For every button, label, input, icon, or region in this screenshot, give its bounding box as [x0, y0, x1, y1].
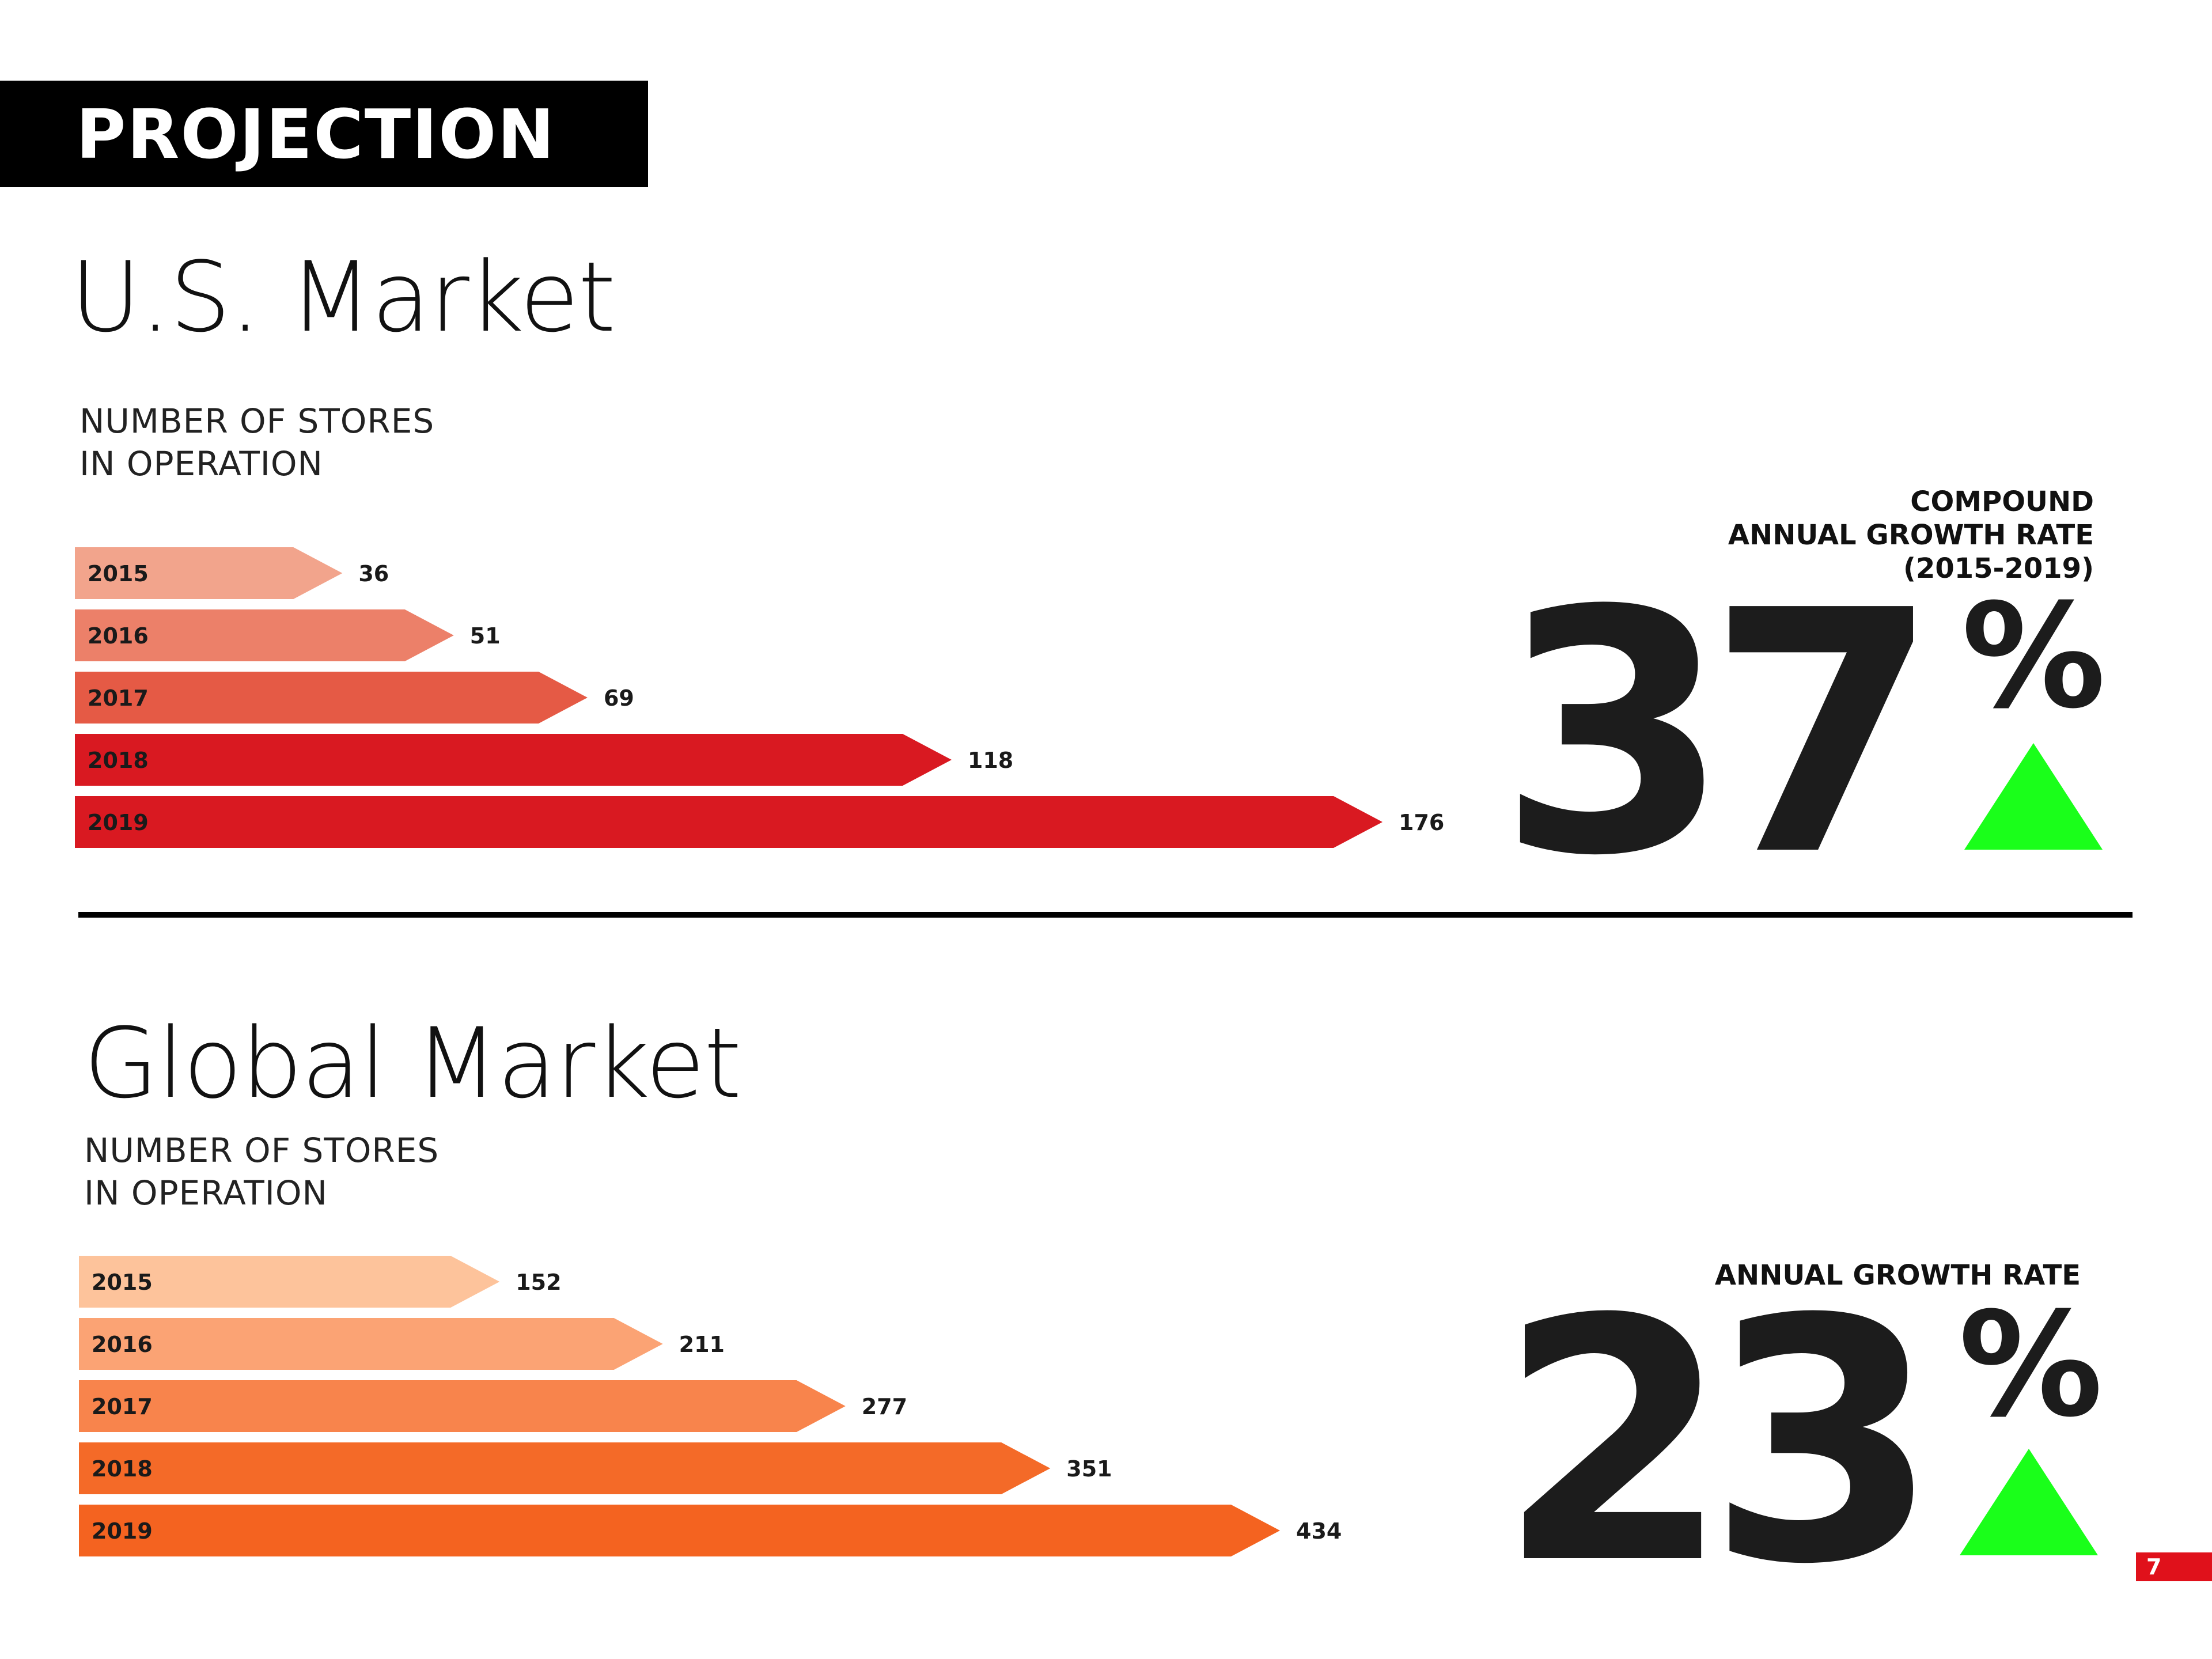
- global-growth-rate-value: 23: [1498, 1248, 1940, 1637]
- global-value-label-2019: 434: [1296, 1518, 1342, 1544]
- us-year-label-2017: 2017: [88, 685, 149, 711]
- global-value-label-2015: 152: [516, 1270, 561, 1295]
- us-year-label-2019: 2019: [88, 810, 149, 835]
- page-heading: PROJECTION: [76, 94, 556, 174]
- us-value-label-2017: 69: [604, 685, 634, 711]
- global-year-label-2015: 2015: [92, 1270, 153, 1295]
- us-growth-rate-value: 37: [1498, 540, 1940, 929]
- us-bar-2015: [75, 547, 343, 599]
- global-bar-2018: [79, 1442, 1051, 1494]
- header-banner: PROJECTION: [0, 81, 648, 187]
- us-value-label-2019: 176: [1399, 810, 1444, 835]
- us-bar-2019: [75, 796, 1382, 848]
- global-percent-sign: %: [1959, 1281, 2103, 1449]
- global-bar-2017: [79, 1380, 846, 1432]
- global-value-label-2017: 277: [862, 1394, 907, 1419]
- global-market-title: Global Market: [84, 1007, 742, 1120]
- global-bar-2016: [79, 1318, 663, 1370]
- us-market-title: U.S. Market: [70, 241, 616, 354]
- us-value-label-2016: 51: [470, 623, 501, 649]
- us-bar-2017: [75, 672, 588, 724]
- us-bar-2016: [75, 609, 454, 661]
- global-year-label-2016: 2016: [92, 1332, 153, 1357]
- us-year-label-2018: 2018: [88, 748, 149, 773]
- global-up-triangle-icon: [1960, 1449, 2098, 1555]
- us-chart-subtitle: NUMBER OF STORES IN OPERATION: [79, 402, 435, 483]
- global-year-label-2018: 2018: [92, 1456, 153, 1482]
- us-bar-2018: [75, 734, 952, 786]
- global-value-label-2018: 351: [1066, 1456, 1112, 1482]
- us-year-label-2015: 2015: [88, 561, 149, 586]
- us-value-label-2018: 118: [968, 748, 1013, 773]
- global-year-label-2019: 2019: [92, 1518, 153, 1544]
- us-up-triangle-icon: [1964, 743, 2103, 850]
- global-year-label-2017: 2017: [92, 1394, 153, 1419]
- global-value-label-2016: 211: [679, 1332, 725, 1357]
- us-percent-sign: %: [1961, 573, 2106, 740]
- global-growth-label: ANNUAL GROWTH RATE: [1714, 1259, 2081, 1291]
- global-bar-2015: [79, 1256, 500, 1308]
- global-bar-2019: [79, 1505, 1280, 1556]
- section-divider: [78, 912, 2133, 918]
- us-year-label-2016: 2016: [88, 623, 149, 649]
- us-cagr-label: COMPOUND ANNUAL GROWTH RATE (2015-2019): [1728, 486, 2094, 585]
- us-value-label-2015: 36: [358, 561, 389, 586]
- page-number-badge: 7: [2136, 1552, 2212, 1581]
- global-chart-subtitle: NUMBER OF STORES IN OPERATION: [84, 1131, 440, 1213]
- page-number: 7: [2146, 1554, 2162, 1580]
